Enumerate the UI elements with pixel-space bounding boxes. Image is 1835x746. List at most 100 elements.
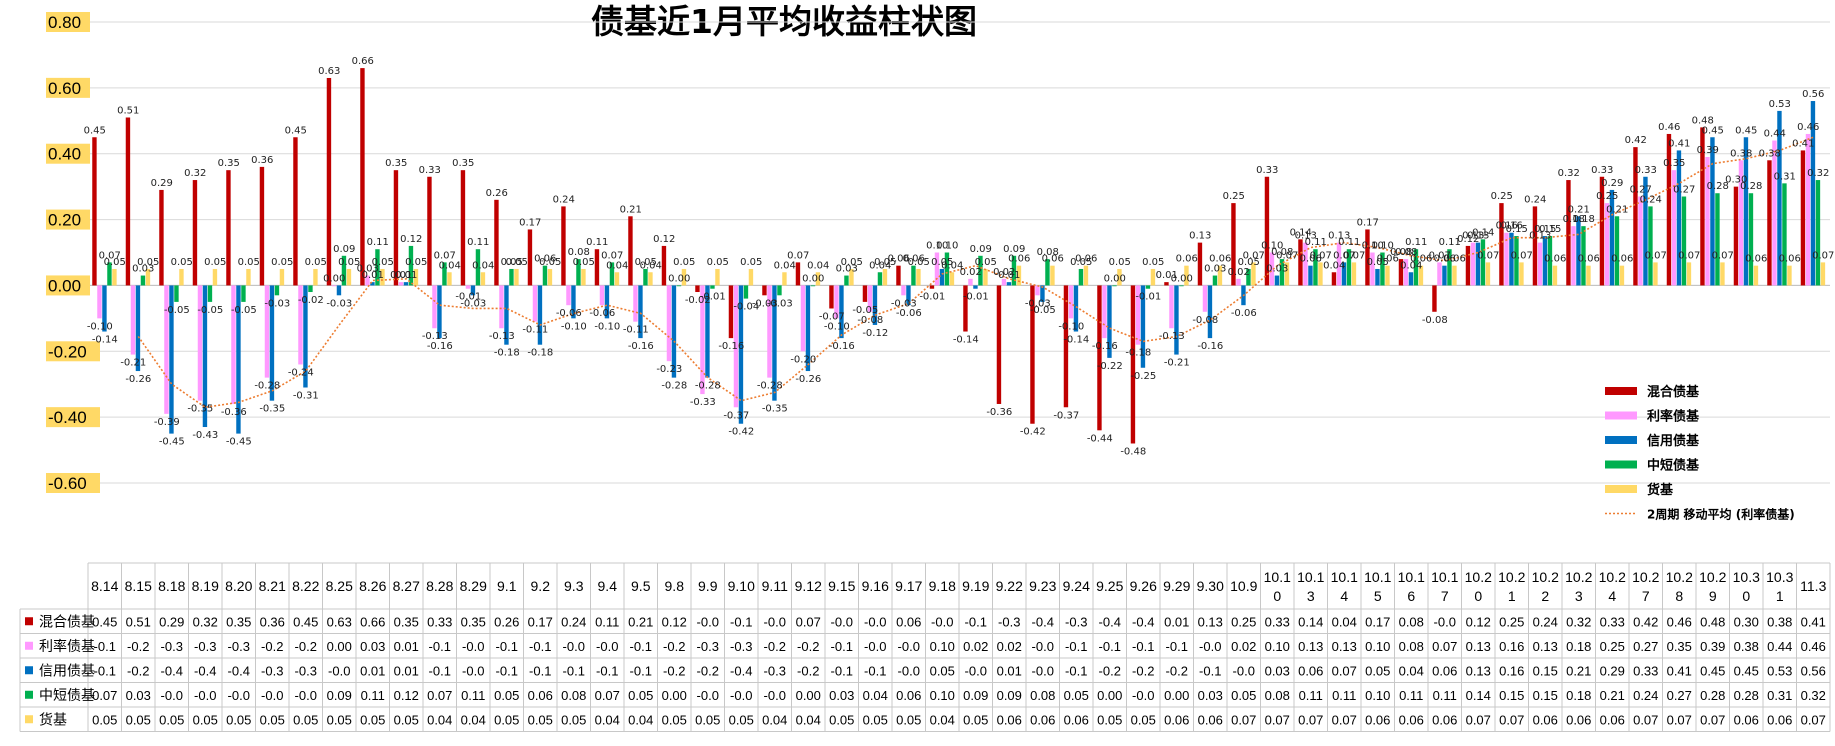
- data-label: 0.09: [1003, 244, 1025, 255]
- category-label-line: 10.3: [1766, 569, 1793, 585]
- bar: [648, 272, 653, 286]
- bar: [92, 137, 97, 286]
- bar: [728, 285, 734, 339]
- table-cell: 0.42: [1633, 614, 1658, 629]
- table-cell: 0.00: [1164, 688, 1189, 703]
- table-cell: 0.06: [896, 614, 921, 629]
- bar: [849, 268, 854, 286]
- table-cell: 0.06: [1432, 663, 1457, 678]
- data-label: 0.30: [1725, 175, 1747, 186]
- data-label: -0.22: [1097, 361, 1123, 372]
- data-label: 0.06: [1176, 254, 1198, 265]
- bar: [408, 245, 414, 286]
- bar: [1638, 196, 1643, 286]
- table-cell: 0.06: [896, 688, 921, 703]
- table-cell: -0.2: [1132, 663, 1154, 678]
- data-label: -0.01: [455, 292, 481, 303]
- data-label: 0.17: [1357, 217, 1379, 228]
- bar: [107, 262, 112, 286]
- table-cell: -0.2: [127, 663, 149, 678]
- data-label: -0.16: [628, 341, 654, 352]
- table-cell: 0.48: [1700, 614, 1725, 629]
- table-cell: 0.07: [1432, 639, 1457, 654]
- category-label-line: 10.3: [1733, 569, 1760, 585]
- data-label: 0.07: [1276, 250, 1298, 261]
- table-cell: -0.0: [462, 639, 484, 654]
- bar: [246, 268, 251, 286]
- table-cell: -0.3: [730, 639, 752, 654]
- data-label: 0.05: [573, 257, 595, 268]
- bar: [527, 229, 533, 286]
- table-cell: 0.03: [1265, 663, 1290, 678]
- data-label: -0.06: [556, 308, 582, 319]
- table-cell: 0.04: [1399, 663, 1424, 678]
- data-labels: 0.45 0.51 0.29 0.32 0.35 0.36 0.45 0.63 0.66 0.35…: [84, 56, 1835, 457]
- table-cell: 0.07: [1801, 712, 1826, 727]
- data-label: 0.00: [802, 273, 824, 284]
- table-cell: 0.07: [1265, 712, 1290, 727]
- data-label: -0.16: [718, 341, 744, 352]
- bar: [1787, 265, 1792, 286]
- data-label: 0.11: [467, 237, 489, 248]
- table-cell: -0.4: [730, 663, 752, 678]
- table-cell: 0.18: [1566, 639, 1591, 654]
- table-cell: -0.1: [94, 639, 116, 654]
- bar: [1532, 206, 1538, 286]
- data-label: 0.10: [1372, 241, 1394, 252]
- table-cell: 0.16: [1499, 639, 1524, 654]
- bar: [207, 285, 213, 302]
- table-cell: 0.04: [930, 712, 955, 727]
- bar: [532, 285, 538, 322]
- category-label: 9.11: [762, 578, 788, 594]
- table-cell: -0.0: [328, 663, 350, 678]
- table-cell: 0.05: [193, 712, 218, 727]
- bar: [1777, 110, 1782, 286]
- table-cell: 0.13: [1466, 639, 1491, 654]
- bar: [1805, 133, 1811, 286]
- bar: [1738, 160, 1744, 286]
- table-cell: 0.07: [595, 688, 620, 703]
- data-label: 0.06: [1300, 254, 1322, 265]
- table-cell: -0.1: [496, 639, 518, 654]
- category-label: 9.18: [929, 578, 956, 594]
- bar: [192, 180, 198, 286]
- legend-swatch: [1605, 485, 1637, 493]
- data-label: 0.05: [635, 257, 657, 268]
- data-label: -0.10: [561, 321, 587, 332]
- data-label: 0.42: [1625, 135, 1647, 146]
- bar: [264, 285, 270, 378]
- data-label: -0.04: [733, 302, 759, 313]
- data-label: -0.10: [594, 321, 620, 332]
- bar: [259, 166, 265, 286]
- table-cell: 0.21: [1566, 663, 1591, 678]
- table-cell: -0.1: [496, 663, 518, 678]
- data-label: 0.05: [338, 257, 360, 268]
- table-cell: 0.01: [394, 639, 419, 654]
- data-label: 0.38: [1730, 148, 1752, 159]
- data-label: 0.05: [501, 257, 523, 268]
- bar: [1351, 262, 1357, 286]
- bar: [1815, 180, 1821, 286]
- data-label: -0.28: [757, 381, 783, 392]
- data-label: -0.18: [494, 348, 520, 359]
- table-cell: 0.24: [561, 614, 586, 629]
- data-label: 0.06: [888, 254, 910, 265]
- bar: [1442, 265, 1447, 286]
- bar: [298, 285, 303, 365]
- bar: [1217, 265, 1223, 286]
- data-label: 0.24: [553, 194, 575, 205]
- category-label: 11.3: [1800, 578, 1826, 594]
- bar: [1666, 133, 1672, 286]
- table-cell: -0.0: [1199, 639, 1221, 654]
- table-row-name: 中短债基: [39, 687, 95, 703]
- data-label: -0.20: [790, 354, 816, 365]
- category-label: 9.29: [1163, 578, 1190, 594]
- ytick-label: 0.80: [48, 13, 81, 32]
- category-label: 9.15: [828, 578, 855, 594]
- data-label: -0.11: [522, 325, 548, 336]
- table-cell: -0.3: [697, 639, 719, 654]
- table-cell: 0.05: [494, 712, 519, 727]
- data-label: -0.03: [1025, 298, 1051, 309]
- bar: [710, 285, 715, 289]
- bar: [1547, 236, 1553, 286]
